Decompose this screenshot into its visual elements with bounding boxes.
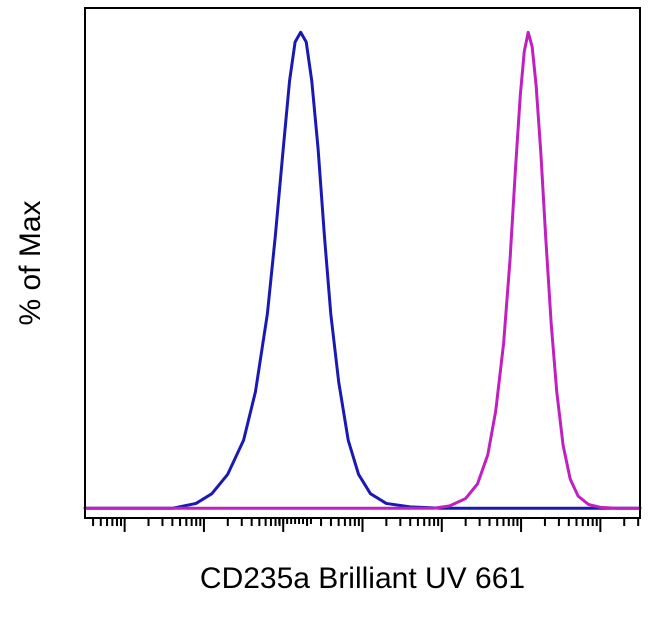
flow-cytometry-histogram: CD235a Brilliant UV 661 % of Max <box>0 0 650 634</box>
x-axis-label: CD235a Brilliant UV 661 <box>200 562 525 595</box>
chart-svg: CD235a Brilliant UV 661 % of Max <box>0 0 650 634</box>
plot-area <box>85 8 640 518</box>
y-axis-label: % of Max <box>14 200 47 325</box>
